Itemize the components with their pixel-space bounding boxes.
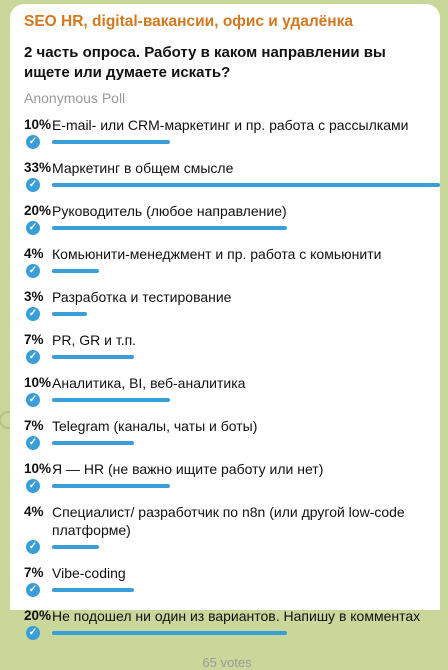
check-circle-icon: ✓ [26,540,40,554]
option-percent: 10% [24,461,52,476]
poll-option[interactable]: 7% Telegram (каналы, чаты и боты) ✓ [24,417,430,451]
option-result-bar [52,545,99,549]
option-result-bar [52,631,287,635]
poll-option[interactable]: 10% E-mail- или CRM-маркетинг и пр. работ… [24,116,430,150]
check-circle-icon: ✓ [26,436,40,450]
option-label: Комьюнити-менеджмент и пр. работа с комь… [52,246,382,262]
vote-count[interactable]: 65 votes [202,655,252,670]
poll-option[interactable]: 7% Vibe-coding ✓ [24,564,430,598]
option-percent: 4% [24,504,44,519]
check-circle-icon: ✓ [26,221,40,235]
channel-name[interactable]: SEO HR, digital-вакансии, офис и удалёнк… [24,13,354,30]
option-percent: 7% [24,332,44,347]
poll-option[interactable]: 4% Специалист/ разработчик по n8n (или др… [24,503,430,555]
option-percent: 10% [24,117,52,132]
option-percent: 4% [24,246,44,261]
option-label: PR, GR и т.п. [52,332,137,348]
check-circle-icon: ✓ [26,393,40,407]
option-result-bar [52,398,170,402]
option-result-bar [52,588,134,592]
option-label: Разработка и тестирование [52,289,232,305]
poll-type-label: Anonymous Poll [24,90,126,106]
check-circle-icon: ✓ [26,307,40,321]
poll-question: 2 часть опроса. Работу в каком направлен… [24,44,386,81]
check-circle-icon: ✓ [26,264,40,278]
option-result-bar [52,355,134,359]
poll-option[interactable]: 4% Комьюнити-менеджмент и пр. работа с ко… [24,245,430,279]
option-label: Vibe-coding [52,565,126,581]
poll-option[interactable]: 33% Маркетинг в общем смысле ✓ [24,159,440,193]
poll-option[interactable]: 20% Не подошел ни один из вариантов. Напи… [24,607,430,641]
option-percent: 3% [24,289,44,304]
option-result-bar [52,269,99,273]
option-percent: 33% [24,160,52,175]
option-label: Руководитель (любое направление) [52,203,287,219]
check-circle-icon: ✓ [26,135,40,149]
option-percent: 7% [24,418,44,433]
option-result-bar [52,312,87,316]
option-label: Специалист/ разработчик по n8n (или друг… [52,504,405,538]
option-label: E-mail- или CRM-маркетинг и пр. работа с… [52,117,409,133]
check-circle-icon: ✓ [26,350,40,364]
poll-option[interactable]: 10% Аналитика, BI, веб-аналитика ✓ [24,374,430,408]
poll-option[interactable]: 7% PR, GR и т.п. ✓ [24,331,430,365]
option-label: Telegram (каналы, чаты и боты) [52,418,258,434]
check-circle-icon: ✓ [26,626,40,640]
option-percent: 20% [24,203,52,218]
option-label: Аналитика, BI, веб-аналитика [52,375,246,391]
option-percent: 10% [24,375,52,390]
poll-message-card: SEO HR, digital-вакансии, офис и удалёнк… [10,4,440,670]
option-result-bar [52,484,170,488]
check-circle-icon: ✓ [26,479,40,493]
option-result-bar [52,183,440,187]
option-percent: 7% [24,565,44,580]
poll-option[interactable]: 3% Разработка и тестирование ✓ [24,288,430,322]
option-result-bar [52,441,134,445]
option-result-bar [52,140,170,144]
option-label: Маркетинг в общем смысле [52,160,234,176]
poll-options: 10% E-mail- или CRM-маркетинг и пр. работ… [24,116,440,641]
check-circle-icon: ✓ [26,178,40,192]
poll-option[interactable]: 10% Я — HR (не важно ищите работу или нет… [24,460,430,494]
option-label: Я — HR (не важно ищите работу или нет) [52,461,324,477]
poll-option[interactable]: 20% Руководитель (любое направление) ✓ [24,202,430,236]
check-circle-icon: ✓ [26,583,40,597]
option-result-bar [52,226,287,230]
